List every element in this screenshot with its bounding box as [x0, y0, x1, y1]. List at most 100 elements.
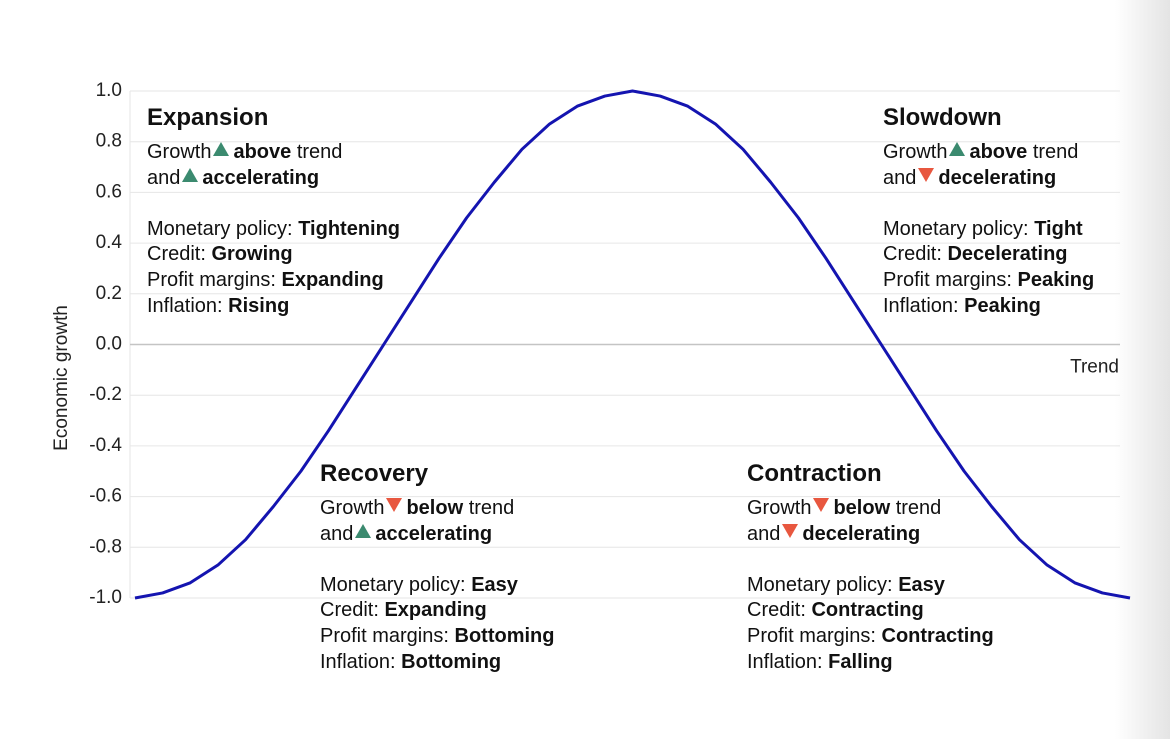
item-line: Monetary policy: Easy: [747, 573, 994, 599]
item-label: Monetary policy:: [320, 573, 466, 596]
item-value: Peaking: [964, 294, 1041, 317]
item-label: Monetary policy:: [747, 573, 893, 596]
item-label: Profit margins:: [320, 624, 449, 647]
item-value: Peaking: [1017, 268, 1095, 291]
growth-text: decelerating: [938, 166, 1057, 189]
item-label: Profit margins:: [147, 268, 276, 291]
growth-text: and: [147, 166, 181, 189]
line-series: [134, 89, 1131, 600]
quadrant-title: Recovery: [320, 460, 429, 487]
item-label: Monetary policy:: [883, 217, 1029, 240]
growth-line: and decelerating: [883, 166, 1094, 192]
y-tick-label: -0.2: [89, 384, 122, 405]
y-tick-label: -0.4: [89, 435, 122, 456]
item-line: Monetary policy: Easy: [320, 573, 554, 599]
y-tick-label: -1.0: [89, 587, 122, 608]
growth-text: decelerating: [802, 522, 921, 545]
trend-label: Trend: [1070, 357, 1119, 378]
item-label: Inflation:: [147, 294, 223, 317]
item-label: Profit margins:: [747, 624, 876, 647]
item-line: Inflation: Rising: [147, 294, 400, 320]
item-line: Credit: Growing: [147, 242, 400, 268]
item-value: Decelerating: [947, 243, 1068, 266]
y-tick-label: 1.0: [96, 80, 122, 101]
growth-text: accelerating: [202, 166, 320, 189]
growth-text: Growth: [147, 141, 212, 163]
growth-text: below: [833, 497, 891, 519]
item-label: Inflation:: [320, 650, 396, 673]
growth-text: Growth: [883, 141, 948, 163]
growth-text: trend: [296, 141, 343, 163]
item-value: Tight: [1034, 217, 1083, 240]
item-value: Bottoming: [454, 624, 555, 647]
quadrant: Slowdown Growth above trend and decelerating…: [883, 104, 1094, 319]
item-value: Tightening: [298, 217, 401, 240]
item-value: Growing: [211, 243, 293, 266]
y-tick-label: 0.6: [96, 181, 122, 202]
spacer: [747, 547, 994, 573]
growth-line: Growth below trend: [747, 496, 994, 522]
y-tick-label: 0.2: [96, 283, 122, 304]
growth-text: above: [233, 141, 292, 163]
quadrant-title: Slowdown: [883, 104, 1002, 131]
growth-text: accelerating: [375, 522, 493, 545]
growth-line: and accelerating: [320, 522, 554, 548]
item-label: Profit margins:: [883, 268, 1012, 291]
item-label: Monetary policy:: [147, 217, 293, 240]
spacer: [883, 191, 1094, 217]
growth-text: Growth: [747, 497, 812, 519]
growth-text: Growth: [320, 497, 385, 519]
quadrant: Expansion Growth above trend and acceleratin…: [147, 104, 400, 319]
item-value: Bottoming: [401, 650, 502, 673]
growth-line: and decelerating: [747, 522, 994, 548]
arrow-up: [355, 523, 372, 538]
growth-text: trend: [895, 497, 942, 519]
y-axis-label: Economic growth: [51, 305, 72, 451]
item-label: Inflation:: [883, 294, 959, 317]
y-tick-label: 0.4: [96, 232, 123, 253]
item-line: Profit margins: Bottoming: [320, 624, 554, 650]
item-value: Easy: [471, 573, 518, 596]
growth-text: and: [747, 522, 781, 545]
quadrant: Contraction Growth below trend and decelerat…: [747, 460, 994, 675]
item-value: Easy: [898, 573, 945, 596]
arrow-down: [813, 498, 830, 512]
growth-text: and: [320, 522, 354, 545]
y-tick-label: 0.0: [96, 334, 122, 355]
item-line: Monetary policy: Tight: [883, 217, 1094, 243]
quadrant: Recovery Growth below trend and accelerating…: [320, 460, 554, 675]
item-line: Profit margins: Contracting: [747, 624, 994, 650]
item-line: Inflation: Bottoming: [320, 650, 554, 676]
item-line: Inflation: Peaking: [883, 294, 1094, 320]
arrow-up: [182, 167, 199, 182]
item-value: Falling: [828, 650, 893, 673]
item-label: Credit:: [883, 243, 942, 266]
quadrant-title: Contraction: [747, 460, 882, 487]
arrow-down: [782, 523, 799, 538]
y-tick-label: -0.8: [89, 536, 122, 557]
growth-line: Growth above trend: [147, 140, 400, 166]
item-value: Rising: [228, 294, 290, 317]
item-line: Credit: Expanding: [320, 598, 554, 624]
growth-text: trend: [1032, 141, 1079, 163]
y-tick-label: -0.6: [89, 486, 122, 507]
growth-line: Growth above trend: [883, 140, 1094, 166]
item-label: Credit:: [147, 243, 206, 266]
item-value: Expanding: [281, 268, 384, 291]
growth-line: Growth below trend: [320, 496, 554, 522]
item-line: Inflation: Falling: [747, 650, 994, 676]
item-line: Credit: Decelerating: [883, 242, 1094, 268]
spacer: [320, 547, 554, 573]
growth-text: and: [883, 166, 917, 189]
quadrant-title: Expansion: [147, 104, 269, 131]
arrow-up: [213, 142, 230, 156]
item-value: Contracting: [881, 624, 994, 647]
item-line: Credit: Contracting: [747, 598, 994, 624]
growth-text: below: [406, 497, 464, 519]
growth-text: above: [969, 141, 1028, 163]
item-label: Credit:: [320, 599, 379, 622]
item-value: Expanding: [384, 599, 487, 622]
growth-text: trend: [468, 497, 515, 519]
